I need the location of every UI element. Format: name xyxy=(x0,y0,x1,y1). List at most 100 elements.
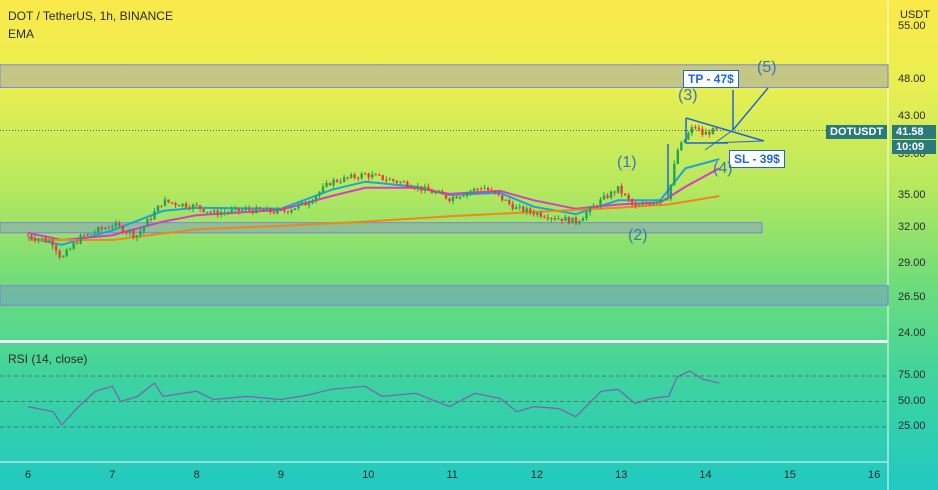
candle-body xyxy=(472,188,476,192)
candle-body xyxy=(44,238,47,243)
indicator-label[interactable]: EMA xyxy=(8,27,35,41)
candle-body xyxy=(676,150,680,164)
candle-body xyxy=(697,127,701,130)
candle-body xyxy=(560,218,564,221)
date-tick-label: 14 xyxy=(699,469,712,481)
rsi-title[interactable]: RSI (14, close) xyxy=(8,352,88,366)
candle-body xyxy=(455,196,458,199)
candle-body xyxy=(33,238,37,241)
candle-body xyxy=(623,193,627,195)
price-tick-label: 24.00 xyxy=(898,327,926,339)
candle-body xyxy=(399,181,402,183)
rsi-tick-label: 50.00 xyxy=(898,394,926,407)
candle-body xyxy=(286,211,290,213)
candle-body xyxy=(293,208,297,211)
candle-body xyxy=(142,226,146,232)
candle-body xyxy=(149,219,153,221)
candle-body xyxy=(75,242,79,244)
tp-label: TP - 47$ xyxy=(683,70,739,88)
candle-body xyxy=(694,127,697,129)
candle-body xyxy=(237,207,240,212)
currency-label: USDT xyxy=(900,9,930,21)
candle-body xyxy=(645,203,648,205)
candle-body xyxy=(114,223,118,227)
candle-body xyxy=(469,191,472,193)
price-zone xyxy=(0,222,763,234)
candle-body xyxy=(339,181,342,183)
candle-body xyxy=(648,204,651,206)
candle-body xyxy=(483,187,486,189)
candle-body xyxy=(666,199,669,201)
rsi-tick-label: 75.00 xyxy=(898,369,926,381)
candle-body xyxy=(153,211,156,220)
candle-body xyxy=(532,212,535,215)
candle-body xyxy=(416,186,420,189)
candle-body xyxy=(392,179,395,181)
candle-body xyxy=(335,179,339,182)
date-tick-label: 7 xyxy=(109,469,116,481)
date-tick-label: 11 xyxy=(446,469,458,481)
candle-body xyxy=(307,203,311,206)
candle-body xyxy=(522,206,525,212)
candle-body xyxy=(504,199,507,201)
candle-body xyxy=(97,227,100,233)
candle-body xyxy=(616,186,620,193)
candle-body xyxy=(244,208,247,210)
candle-body xyxy=(61,256,65,258)
candle-body xyxy=(652,203,655,205)
candle-body xyxy=(184,203,188,208)
candle-body xyxy=(371,174,374,178)
candle-body xyxy=(662,199,665,201)
candle-body xyxy=(37,238,40,241)
candle-body xyxy=(567,217,571,224)
candle-body xyxy=(423,186,427,191)
candle-body xyxy=(107,227,110,229)
price-zones xyxy=(0,64,889,306)
candle-body xyxy=(378,174,381,176)
price-tick-label: 55.00 xyxy=(898,20,926,32)
candle-body xyxy=(93,232,96,234)
candle-body xyxy=(227,212,230,214)
candle-body xyxy=(606,195,609,198)
projection-line xyxy=(732,87,769,131)
pane-separator xyxy=(0,340,888,343)
candle-body xyxy=(680,142,683,151)
candle-body xyxy=(673,163,676,185)
candle-body xyxy=(630,199,634,205)
candle-body xyxy=(546,217,550,219)
candle-body xyxy=(170,202,174,204)
candle-body xyxy=(406,181,409,187)
candle-body xyxy=(609,191,613,198)
candle-body xyxy=(328,183,332,186)
candle-body xyxy=(508,199,511,204)
candle-body xyxy=(276,209,279,214)
candle-body xyxy=(58,250,61,258)
candle-body xyxy=(65,249,68,257)
date-tick-label: 15 xyxy=(783,469,796,481)
candle-body xyxy=(72,242,75,249)
candle-body xyxy=(174,202,177,206)
candle-body xyxy=(314,195,318,201)
candle-body xyxy=(420,186,423,191)
candle-body xyxy=(111,226,114,228)
wave-2-label: (2) xyxy=(628,227,648,244)
candle-body xyxy=(655,202,658,204)
candle-body xyxy=(465,192,469,196)
triangle-top xyxy=(685,117,765,142)
candle-body xyxy=(451,196,455,201)
wave-1-label: (1) xyxy=(617,154,637,171)
candle-body xyxy=(146,219,149,227)
candle-body xyxy=(346,177,349,179)
candle-body xyxy=(427,186,430,191)
candle-body xyxy=(332,179,335,186)
date-tick-label: 12 xyxy=(530,469,544,481)
candle-body xyxy=(209,211,212,213)
candle-body xyxy=(304,202,307,206)
candle-body xyxy=(297,204,300,209)
candle-body xyxy=(564,217,567,221)
candle-body xyxy=(265,208,269,211)
candle-body xyxy=(160,205,163,207)
rsi-tick-label: 25.00 xyxy=(898,420,926,432)
candle-body xyxy=(641,203,644,206)
